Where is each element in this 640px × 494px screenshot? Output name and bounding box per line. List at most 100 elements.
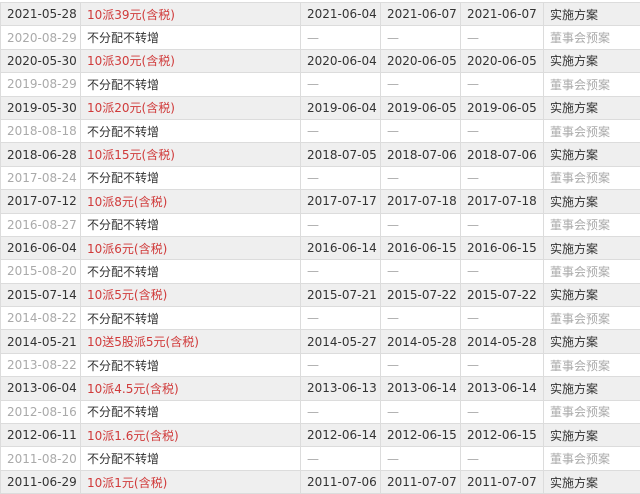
plan-text-cell: 10派4.5元(含税) bbox=[81, 377, 301, 400]
ex-date-cell: 2021-06-07 bbox=[381, 3, 461, 26]
pay-date-cell: 2016-06-15 bbox=[461, 236, 544, 259]
ex-date-cell: — bbox=[381, 447, 461, 470]
pay-date-cell: — bbox=[461, 400, 544, 423]
record-date-cell: 2017-07-17 bbox=[301, 190, 381, 213]
ex-date-cell: — bbox=[381, 353, 461, 376]
announce-date-cell: 2014-05-21 bbox=[1, 330, 81, 353]
record-date-cell: — bbox=[301, 400, 381, 423]
plan-text-cell: 不分配不转增 bbox=[81, 213, 301, 236]
status-cell: 实施方案 bbox=[544, 3, 640, 26]
ex-date-cell: — bbox=[381, 213, 461, 236]
announce-date-cell: 2017-08-24 bbox=[1, 166, 81, 189]
status-cell: 实施方案 bbox=[544, 283, 640, 306]
pay-date-cell: — bbox=[461, 353, 544, 376]
announce-date-cell: 2013-06-04 bbox=[1, 377, 81, 400]
ex-date-cell: 2018-07-06 bbox=[381, 143, 461, 166]
ex-date-cell: — bbox=[381, 166, 461, 189]
plan-text-cell: 不分配不转增 bbox=[81, 400, 301, 423]
status-cell: 实施方案 bbox=[544, 470, 640, 493]
pay-date-cell: 2014-05-28 bbox=[461, 330, 544, 353]
pay-date-cell: — bbox=[461, 73, 544, 96]
ex-date-cell: 2013-06-14 bbox=[381, 377, 461, 400]
ex-date-cell: — bbox=[381, 26, 461, 49]
plan-text-cell: 不分配不转增 bbox=[81, 447, 301, 470]
record-date-cell: 2016-06-14 bbox=[301, 236, 381, 259]
record-date-cell: — bbox=[301, 307, 381, 330]
announce-date-cell: 2011-08-20 bbox=[1, 447, 81, 470]
status-cell: 实施方案 bbox=[544, 49, 640, 72]
record-date-cell: 2018-07-05 bbox=[301, 143, 381, 166]
plan-text-cell: 不分配不转增 bbox=[81, 26, 301, 49]
status-cell: 实施方案 bbox=[544, 143, 640, 166]
plan-text-cell: 不分配不转增 bbox=[81, 119, 301, 142]
record-date-cell: — bbox=[301, 73, 381, 96]
ex-date-cell: 2014-05-28 bbox=[381, 330, 461, 353]
record-date-cell: — bbox=[301, 166, 381, 189]
status-cell: 董事会预案 bbox=[544, 73, 640, 96]
status-cell: 董事会预案 bbox=[544, 260, 640, 283]
pay-date-cell: — bbox=[461, 26, 544, 49]
pay-date-cell: 2015-07-22 bbox=[461, 283, 544, 306]
pay-date-cell: 2012-06-15 bbox=[461, 424, 544, 447]
status-cell: 董事会预案 bbox=[544, 307, 640, 330]
pay-date-cell: 2019-06-05 bbox=[461, 96, 544, 119]
pay-date-cell: 2020-06-05 bbox=[461, 49, 544, 72]
announce-date-cell: 2016-06-04 bbox=[1, 236, 81, 259]
pay-date-cell: — bbox=[461, 166, 544, 189]
record-date-cell: — bbox=[301, 26, 381, 49]
pay-date-cell: — bbox=[461, 213, 544, 236]
plan-text-cell: 不分配不转增 bbox=[81, 166, 301, 189]
pay-date-cell: 2018-07-06 bbox=[461, 143, 544, 166]
record-date-cell: 2012-06-14 bbox=[301, 424, 381, 447]
ex-date-cell: — bbox=[381, 400, 461, 423]
ex-date-cell: 2015-07-22 bbox=[381, 283, 461, 306]
status-cell: 实施方案 bbox=[544, 424, 640, 447]
plan-text-cell: 不分配不转增 bbox=[81, 73, 301, 96]
announce-date-cell: 2018-08-18 bbox=[1, 119, 81, 142]
announce-date-cell: 2011-06-29 bbox=[1, 470, 81, 493]
record-date-cell: — bbox=[301, 260, 381, 283]
pay-date-cell: — bbox=[461, 447, 544, 470]
pay-date-cell: 2017-07-18 bbox=[461, 190, 544, 213]
ex-date-cell: — bbox=[381, 73, 461, 96]
status-cell: 董事会预案 bbox=[544, 213, 640, 236]
plan-text-cell: 10送5股派5元(含税) bbox=[81, 330, 301, 353]
ex-date-cell: 2020-06-05 bbox=[381, 49, 461, 72]
plan-text-cell: 不分配不转增 bbox=[81, 353, 301, 376]
record-date-cell: 2011-07-06 bbox=[301, 470, 381, 493]
announce-date-cell: 2020-08-29 bbox=[1, 26, 81, 49]
plan-text-cell: 10派20元(含税) bbox=[81, 96, 301, 119]
announce-date-cell: 2016-08-27 bbox=[1, 213, 81, 236]
status-cell: 实施方案 bbox=[544, 330, 640, 353]
record-date-cell: — bbox=[301, 119, 381, 142]
announce-date-cell: 2020-05-30 bbox=[1, 49, 81, 72]
record-date-cell: 2020-06-04 bbox=[301, 49, 381, 72]
status-cell: 实施方案 bbox=[544, 190, 640, 213]
record-date-cell: 2015-07-21 bbox=[301, 283, 381, 306]
plan-text-cell: 10派15元(含税) bbox=[81, 143, 301, 166]
status-cell: 实施方案 bbox=[544, 96, 640, 119]
pay-date-cell: 2011-07-07 bbox=[461, 470, 544, 493]
plan-text-cell: 10派5元(含税) bbox=[81, 283, 301, 306]
ex-date-cell: — bbox=[381, 307, 461, 330]
status-cell: 董事会预案 bbox=[544, 166, 640, 189]
ex-date-cell: 2011-07-07 bbox=[381, 470, 461, 493]
record-date-cell: 2019-06-04 bbox=[301, 96, 381, 119]
announce-date-cell: 2021-05-28 bbox=[1, 3, 81, 26]
ex-date-cell: 2016-06-15 bbox=[381, 236, 461, 259]
announce-date-cell: 2014-08-22 bbox=[1, 307, 81, 330]
ex-date-cell: — bbox=[381, 119, 461, 142]
